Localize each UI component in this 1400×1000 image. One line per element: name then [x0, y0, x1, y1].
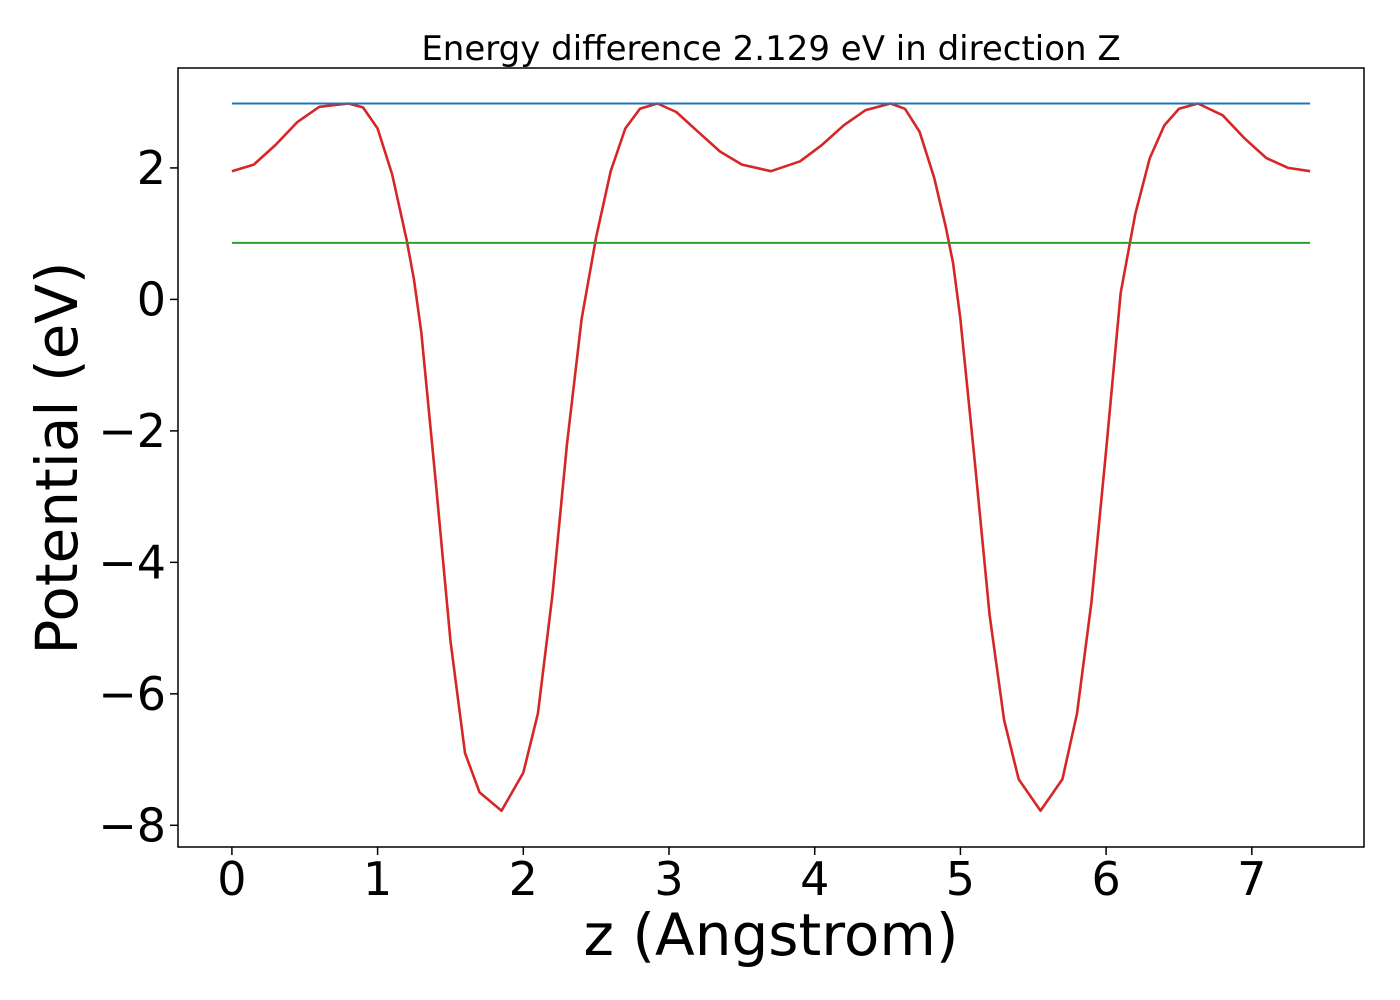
- plot-frame: [177, 67, 1365, 848]
- y-tick-label: −2: [98, 404, 166, 458]
- y-tick-label: 2: [137, 141, 166, 195]
- x-tick-label: 6: [1091, 852, 1120, 906]
- y-tick-label: −8: [98, 798, 166, 852]
- x-tick-label: 2: [509, 852, 538, 906]
- x-axis: 0 1 2 3 4 5 6 7: [217, 847, 1266, 906]
- x-tick-label: 4: [800, 852, 829, 906]
- y-tick-label: 0: [137, 272, 166, 326]
- potential-curve: [231, 102, 1311, 813]
- x-tick-label: 1: [363, 852, 392, 906]
- x-tick-label: 5: [946, 852, 975, 906]
- y-axis: −8 −6 −4 −2 0 2: [98, 141, 178, 852]
- series-layer: [231, 102, 1311, 813]
- y-axis-label: Potential (eV): [23, 261, 91, 654]
- x-axis-label: z (Angstrom): [584, 901, 959, 969]
- chart-title: Energy difference 2.129 eV in direction …: [421, 29, 1120, 69]
- x-tick-label: 7: [1237, 852, 1266, 906]
- y-tick-label: −4: [98, 535, 166, 589]
- y-tick-label: −6: [98, 667, 166, 721]
- x-tick-label: 3: [654, 852, 683, 906]
- x-tick-label: 0: [217, 852, 246, 906]
